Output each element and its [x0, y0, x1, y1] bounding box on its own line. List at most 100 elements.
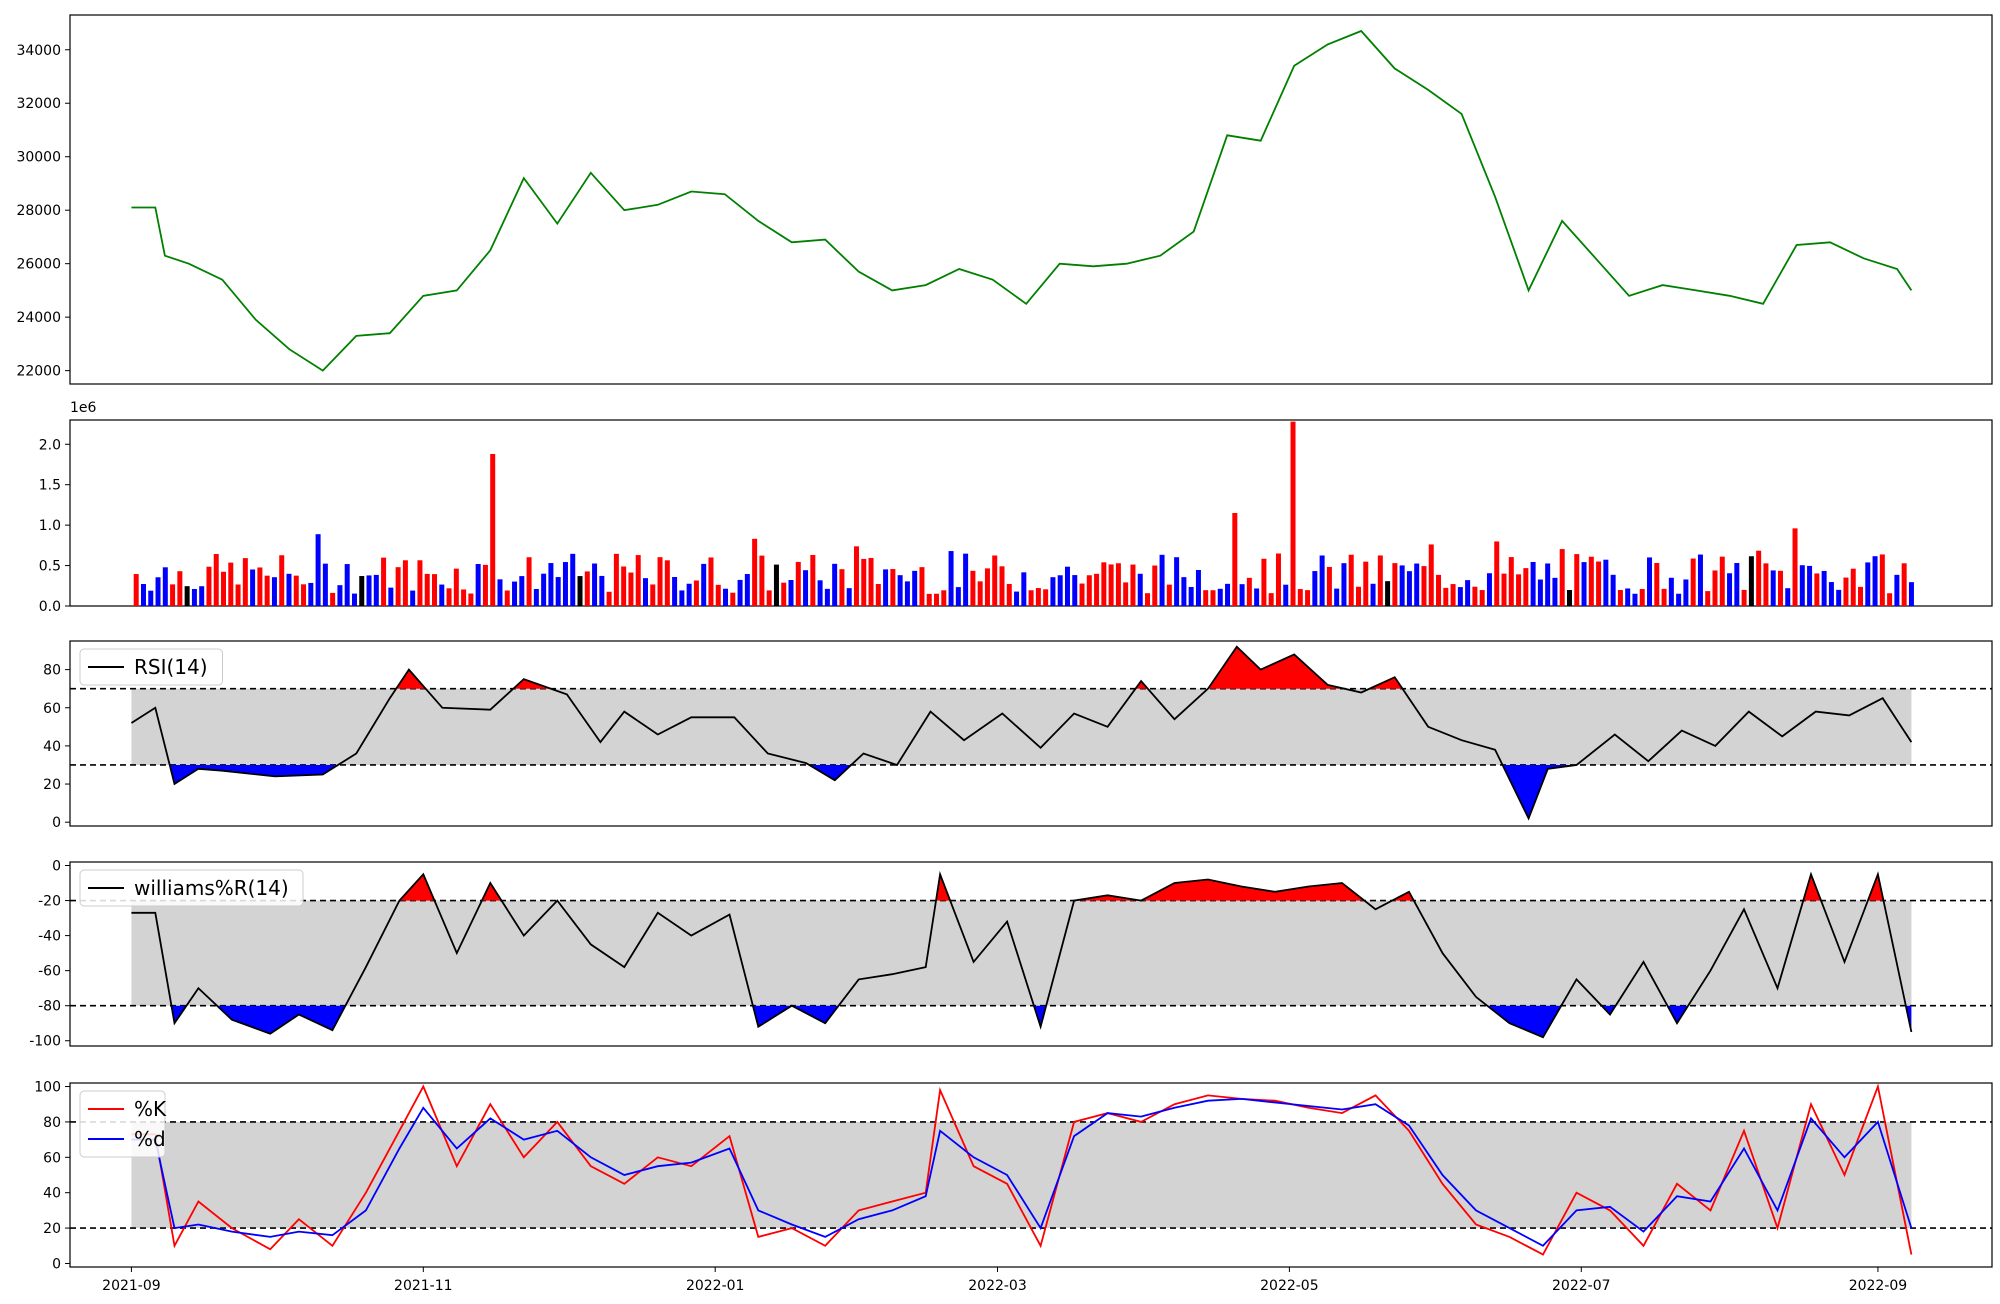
volume-bar — [1596, 561, 1602, 606]
volume-bar — [541, 573, 547, 606]
y-tick-label: 28000 — [16, 203, 61, 219]
y-tick-label: -100 — [29, 1034, 61, 1050]
y-tick-label: 24000 — [16, 310, 61, 326]
volume-bar — [468, 593, 474, 606]
volume-bar — [1516, 574, 1522, 606]
volume-bar — [1581, 562, 1587, 606]
volume-bar — [686, 583, 692, 606]
volume-bar — [1807, 565, 1813, 606]
overbought-fill — [513, 679, 551, 689]
y-tick-label: 34000 — [16, 43, 61, 59]
volume-bar — [133, 574, 139, 606]
volume-bar — [1734, 563, 1740, 606]
overbought-fill — [481, 883, 502, 901]
volume-bar — [148, 590, 154, 606]
volume-bar — [1072, 575, 1078, 606]
y-tick-label: -20 — [38, 894, 61, 910]
volume-bar — [1668, 577, 1674, 606]
volume-bar — [926, 593, 932, 606]
volume-bar — [832, 563, 838, 606]
volume-bar — [1828, 582, 1834, 606]
volume-bar — [271, 577, 277, 606]
volume-bar — [1064, 566, 1070, 606]
volume-bar — [1748, 556, 1754, 606]
volume-bar — [1312, 571, 1318, 606]
volume-bar — [1159, 554, 1165, 606]
volume-bar — [737, 579, 743, 606]
volume-bar — [1232, 513, 1238, 606]
oversold-fill — [1502, 765, 1577, 819]
volume-bar — [1195, 570, 1201, 606]
legend-label: williams%R(14) — [134, 876, 289, 900]
volume-bar — [1406, 571, 1412, 606]
volume-panel: 0.0 0.5 1.0 1.5 2.0 1e6 — [39, 400, 1993, 615]
volume-bar — [424, 573, 430, 606]
volume-bar — [199, 586, 205, 606]
volume-bar — [330, 592, 336, 606]
volume-bar — [1741, 589, 1747, 606]
y-tick-label: 40 — [43, 739, 61, 755]
volume-bar — [1188, 586, 1194, 606]
volume-bar — [904, 581, 910, 606]
volume-bar — [1683, 579, 1689, 606]
volume-bar — [1283, 584, 1289, 606]
volume-bar — [381, 557, 387, 606]
volume-bar — [1836, 589, 1842, 606]
volume-bar — [635, 555, 641, 606]
volume-bar — [839, 569, 845, 606]
x-tick-label: 2021-11 — [394, 1278, 453, 1294]
oversold-fill — [1667, 1005, 1689, 1024]
volume-bar — [657, 557, 663, 606]
volume-bar — [912, 570, 918, 606]
volume-bar — [1639, 589, 1645, 606]
volume-bar — [1035, 588, 1041, 606]
volume-bar — [759, 555, 765, 606]
volume-bar — [264, 575, 270, 606]
volume-bar — [701, 563, 707, 606]
volume-bar — [773, 564, 779, 606]
volume-bar — [817, 580, 823, 606]
volume-bar — [853, 546, 859, 606]
volume-bar — [446, 588, 452, 606]
volume-bar — [1334, 588, 1340, 606]
volume-bar — [235, 584, 241, 606]
volume-bar — [977, 581, 983, 606]
volume-bar — [402, 560, 408, 606]
volume-bar — [191, 588, 197, 606]
volume-bar — [388, 587, 394, 606]
volume-bar — [744, 573, 750, 606]
volume-bar — [533, 589, 539, 606]
x-tick-label: 2022-05 — [1260, 1278, 1319, 1294]
volume-bar — [1217, 588, 1223, 606]
volume-bar — [861, 558, 867, 606]
volume-bar — [1552, 577, 1558, 606]
volume-bar — [351, 593, 357, 606]
volume-bar — [1210, 590, 1216, 606]
volume-bar — [432, 574, 438, 606]
volume-bar — [1865, 562, 1871, 606]
volume-bar — [1690, 558, 1696, 606]
volume-bar — [1697, 554, 1703, 606]
legend-box — [79, 869, 304, 907]
volume-bar — [897, 575, 903, 606]
volume-bar — [1894, 574, 1900, 606]
volume-bar — [795, 561, 801, 606]
volume-bar — [519, 576, 525, 606]
volume-bar — [941, 590, 947, 606]
y-tick-label: 0 — [52, 1256, 61, 1272]
volume-bar — [497, 579, 503, 606]
volume-bar — [1530, 561, 1536, 606]
volume-bar — [1443, 587, 1449, 606]
volume-bar — [293, 575, 299, 606]
volume-bar — [599, 575, 605, 606]
volume-bar — [766, 590, 772, 606]
y-tick-label: -80 — [38, 999, 61, 1015]
volume-bar — [1821, 570, 1827, 606]
volume-bar — [1879, 554, 1885, 606]
volume-bar — [613, 553, 619, 606]
volume-bar — [221, 571, 227, 606]
volume-bar — [1086, 575, 1092, 606]
volume-bar — [1392, 563, 1398, 606]
y-tick-label: 20 — [43, 777, 61, 793]
